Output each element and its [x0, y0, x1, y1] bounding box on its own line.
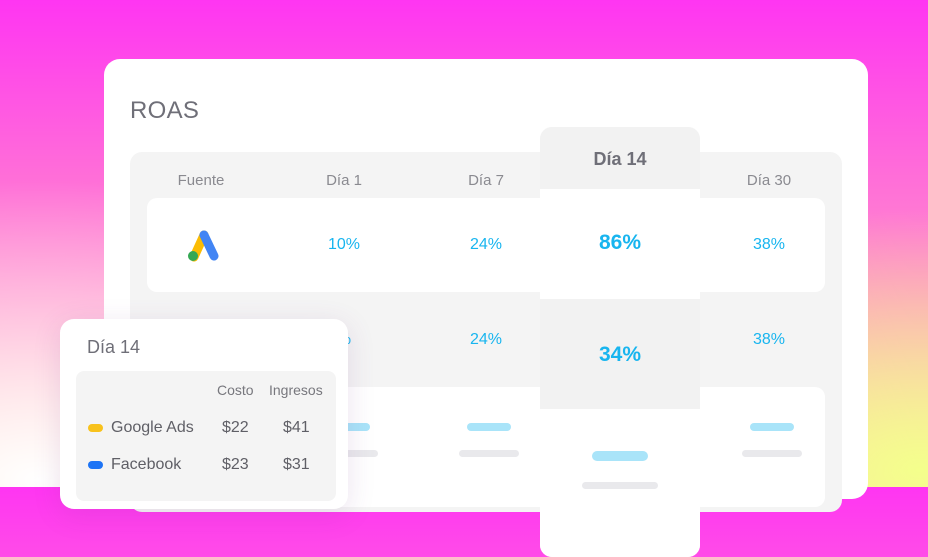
highlighted-column-day14[interactable]: Día 14 86% 34% — [540, 127, 700, 557]
header-day1: Día 1 — [326, 172, 362, 189]
header-day7: Día 7 — [468, 172, 504, 189]
row2-day14: 34% — [598, 343, 642, 366]
popup-header-cost: Costo — [217, 382, 254, 398]
row2-day7: 24% — [469, 331, 503, 348]
header-day14: Día 14 — [593, 149, 647, 169]
placeholder-line — [582, 482, 658, 489]
popup-title: Día 14 — [87, 337, 141, 357]
placeholder-line — [742, 450, 802, 457]
google-ads-icon — [184, 227, 224, 263]
placeholder-line — [320, 450, 378, 457]
popup-table — [76, 371, 336, 501]
placeholder-bar — [592, 451, 648, 461]
popup-row-source: Facebook — [111, 456, 182, 473]
row2-day30: 38% — [752, 331, 786, 348]
popup-row-source: Google Ads — [111, 419, 194, 436]
facebook-legend-dot — [88, 461, 103, 469]
header-source: Fuente — [177, 172, 225, 189]
day14-detail-popup: Día 14 Costo Ingresos Google Ads $22 $41… — [60, 319, 348, 509]
google-ads-legend-dot — [88, 424, 103, 432]
card-title: ROAS — [130, 97, 200, 124]
table-row[interactable] — [147, 198, 825, 292]
popup-row-revenue: $31 — [283, 456, 310, 473]
row1-day1: 10% — [327, 236, 361, 253]
row1-day30: 38% — [752, 236, 786, 253]
popup-row-cost: $23 — [222, 456, 249, 473]
popup-header-revenue: Ingresos — [269, 382, 323, 398]
roas-card: ROAS Fuente Día 1 Día 7 Día 30 10% 24% 3… — [104, 59, 868, 557]
header-day30: Día 30 — [746, 172, 792, 189]
popup-row-revenue: $41 — [283, 419, 310, 436]
row1-day7: 24% — [469, 236, 503, 253]
placeholder-line — [459, 450, 519, 457]
placeholder-bar — [330, 423, 370, 431]
row1-day14: 86% — [598, 231, 642, 254]
placeholder-bar — [750, 423, 794, 431]
placeholder-bar — [467, 423, 511, 431]
popup-row-cost: $22 — [222, 419, 249, 436]
